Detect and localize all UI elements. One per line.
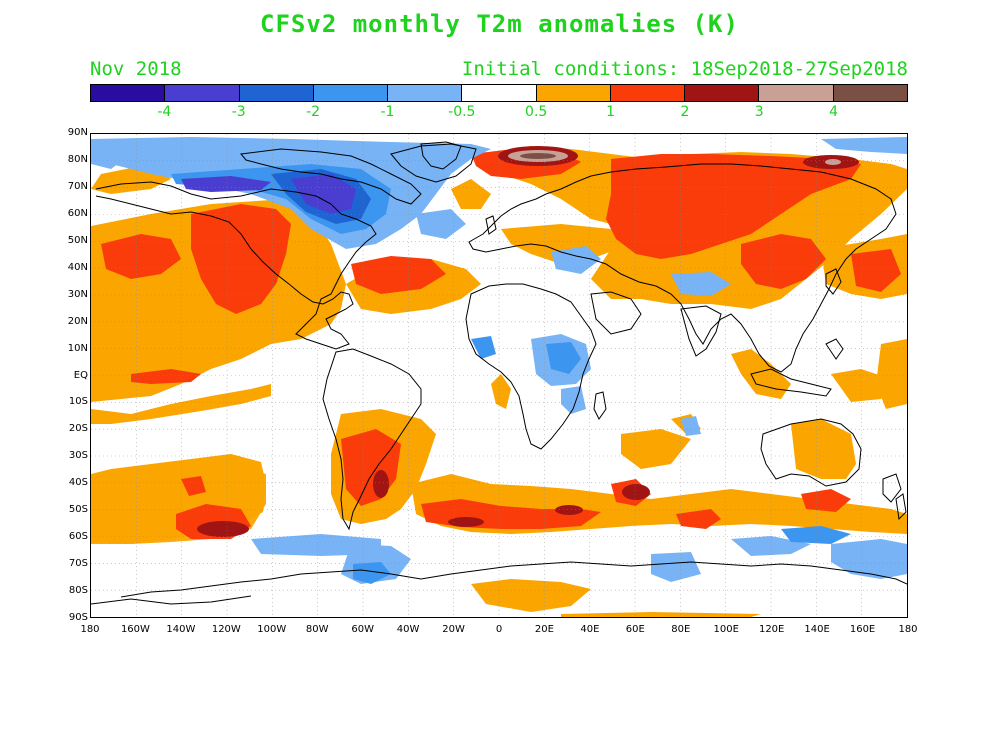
colorbar-swatch	[685, 85, 760, 101]
longitude-label: 20E	[534, 624, 554, 635]
initial-conditions: Initial conditions: 18Sep2018-27Sep2018	[461, 58, 908, 80]
longitude-label: 20W	[442, 624, 465, 635]
latitude-label: EQ	[73, 369, 88, 381]
colorbar-swatch	[610, 85, 686, 101]
colorbar-swatch	[833, 85, 907, 101]
colorbar	[90, 84, 908, 102]
longitude-label: 180	[898, 624, 918, 635]
latitude-label: 60S	[68, 531, 88, 543]
longitude-label: 120W	[211, 624, 241, 635]
longitude-label: 160E	[849, 624, 876, 635]
longitude-label: 100E	[713, 624, 739, 635]
latitude-label: 30N	[67, 288, 88, 300]
latitude-label: 10N	[67, 342, 88, 354]
colorbar-swatch	[91, 85, 166, 101]
colorbar-label: -2	[306, 104, 321, 120]
colorbar-swatch	[462, 85, 537, 101]
colorbar-swatch	[313, 85, 389, 101]
latitude-label: 60N	[67, 207, 88, 219]
latitude-label: 30S	[68, 450, 88, 462]
forecast-period: Nov 2018	[90, 58, 182, 80]
colorbar-swatch	[536, 85, 611, 101]
longitude-label: 40E	[580, 624, 600, 635]
cool-anomalies	[91, 137, 907, 584]
latitude-label: 40S	[68, 477, 88, 489]
longitude-label: 160W	[120, 624, 150, 635]
colorbar-swatch	[759, 85, 834, 101]
latitude-label: 70S	[68, 558, 88, 570]
latitude-label: 70N	[67, 180, 88, 192]
latitude-label: 90S	[68, 612, 88, 623]
anomaly-map	[90, 133, 908, 618]
colorbar-label: 0.5	[525, 104, 548, 120]
latitude-label: 90N	[67, 127, 88, 138]
latitude-label: 50N	[67, 234, 88, 246]
colorbar-label: 1	[606, 104, 615, 120]
colorbar-label: -4	[157, 104, 172, 120]
colorbar-label: -1	[380, 104, 395, 120]
longitude-label: 140E	[804, 624, 830, 635]
longitude-label: 120E	[758, 624, 785, 635]
colorbar-labels: -4 -3 -2 -1 -0.5 0.5 1 2 3 4	[90, 104, 908, 122]
longitude-label: 60E	[625, 624, 645, 635]
colorbar-label: -3	[231, 104, 246, 120]
latitude-label: 80N	[67, 153, 88, 165]
chart-title: CFSv2 monthly T2m anomalies (K)	[260, 10, 739, 38]
latitude-label: 40N	[67, 261, 88, 273]
latitude-label: 50S	[68, 504, 88, 516]
longitude-label: 0	[495, 624, 503, 635]
colorbar-swatch	[165, 85, 240, 101]
longitude-label: 100W	[257, 624, 287, 635]
latitude-label: 10S	[68, 396, 88, 408]
colorbar-swatch	[388, 85, 463, 101]
longitude-label: 180	[80, 624, 100, 635]
colorbar-label: -0.5	[448, 104, 476, 120]
latitude-label: 20S	[68, 423, 88, 435]
latitude-label: 20N	[67, 315, 88, 327]
latitude-label: 80S	[68, 585, 88, 597]
map-svg	[91, 134, 907, 617]
graticule	[91, 134, 907, 617]
colorbar-swatch	[239, 85, 314, 101]
extreme-warm-anomalies	[508, 150, 841, 165]
longitude-label: 40W	[396, 624, 420, 635]
colorbar-label: 2	[680, 104, 690, 120]
longitude-label: 80E	[671, 624, 691, 635]
colorbar-label: 3	[754, 104, 764, 120]
colorbar-label: 4	[829, 104, 839, 120]
longitude-label: 60W	[351, 624, 374, 635]
longitude-label: 80W	[305, 624, 329, 635]
coastlines	[91, 141, 907, 605]
longitude-label: 140W	[166, 624, 196, 635]
